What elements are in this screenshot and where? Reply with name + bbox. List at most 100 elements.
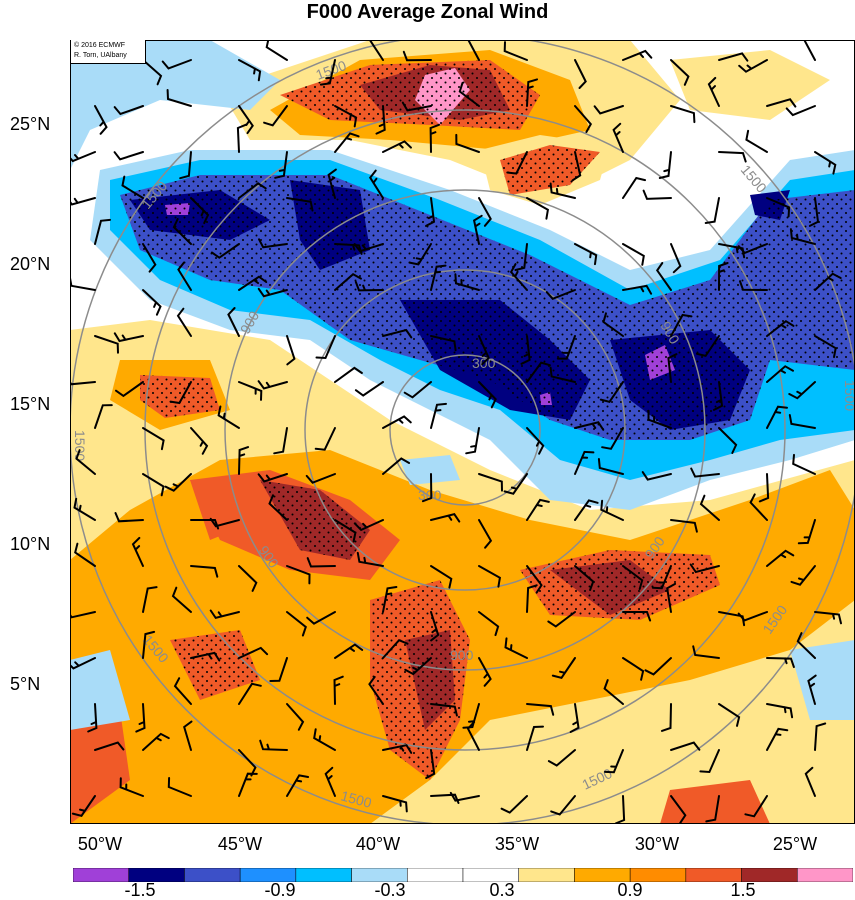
wind-barb [227,307,240,337]
wind-barb [766,549,795,567]
wind-barb [382,586,398,613]
wind-barb [238,446,250,475]
wind-barb [142,732,170,751]
wind-barb [306,557,336,568]
wind-barb [526,565,543,594]
wind-barb [319,59,336,86]
wind-barb [666,582,677,613]
wind-barb [526,498,550,521]
wind-barb [142,630,156,659]
wind-barb [334,105,358,128]
wind-barb [238,772,258,797]
wind-barb [74,542,96,567]
wind-barb [142,243,157,273]
wind-barb [462,703,480,729]
wind-barb [190,565,219,578]
wind-barb [73,497,96,521]
wind-barb [119,777,144,797]
wind-barb [785,105,816,117]
wind-barb [642,189,672,200]
wind-barb [265,40,288,61]
wind-barb [549,366,576,383]
wind-barb [478,519,493,549]
wind-barb [718,611,746,627]
wind-barb [286,565,311,585]
wind-barb [401,101,432,112]
wind-barb [670,59,690,86]
wind-barb [210,243,240,259]
wind-barb [689,563,720,574]
wind-barb [238,381,263,401]
wind-barb [814,335,837,359]
wind-barb [142,427,165,451]
wind-barb [236,123,248,153]
wind-barb [113,105,144,116]
wind-barb [641,471,672,481]
wind-barb [382,744,413,754]
wind-barb [707,76,720,107]
wind-barb [315,335,336,360]
wind-barb [356,551,384,567]
wind-barb [169,381,192,405]
wind-barb [766,319,795,337]
wind-barb [551,657,576,679]
wind-barb [314,427,336,451]
wind-barb [574,243,598,266]
wind-barb [571,151,582,182]
wind-barb [209,517,240,528]
wind-barb [94,741,125,751]
wind-barb [814,272,842,291]
wind-barb [814,611,842,625]
colorbar-swatch [797,868,853,882]
wind-barb [430,703,458,717]
wind-barb [749,493,768,521]
wind-barb [670,519,698,533]
credit-box: © 2016 ECMWF R. Torn, UAlbany [71,40,146,64]
wind-barb [718,703,741,727]
negative-stipple [120,175,855,440]
wind-barb [526,725,544,751]
credit-line-2: R. Torn, UAlbany [74,52,127,59]
map-panel: 300 300 900 900 900 900 900 1500 1500 15… [70,40,855,824]
wind-barb [238,646,269,659]
wind-barb [113,151,144,161]
wind-barb [599,381,624,403]
wind-barb [286,703,305,731]
wind-barb [268,494,288,521]
colorbar [73,868,853,882]
wind-barb [238,565,258,592]
wind-barb [788,381,816,400]
wind-barb [647,409,672,429]
wind-barb [478,565,502,588]
wind-barb [382,639,409,659]
wind-barb [324,766,336,797]
wind-barb [71,795,96,817]
wind-barb [670,313,693,337]
wind-barb [670,105,696,124]
wind-barb [430,611,440,642]
wind-barb [142,473,165,497]
lon-label-40w: 40°W [355,834,401,854]
lon-label-35w: 35°W [494,834,540,854]
wind-barb [430,513,461,523]
wind-barb [569,703,580,733]
wind-barb [173,677,192,705]
wind-barb [601,427,624,450]
wind-barb [87,703,98,733]
wind-barb [699,494,720,521]
wind-barb [190,197,210,225]
wind-barb [113,332,144,343]
wind-barb [478,611,500,637]
wind-barb [509,263,528,291]
wind-barb [382,328,413,339]
wind-barb [430,335,457,352]
wind-barb [766,197,791,218]
wind-barb [622,49,653,61]
wind-barb [503,41,528,61]
wind-barb [526,427,545,455]
wind-barb [788,414,816,429]
wind-barb [699,749,720,774]
wind-barb [425,749,436,779]
wind-barb [737,243,768,255]
wind-barb [574,565,595,591]
